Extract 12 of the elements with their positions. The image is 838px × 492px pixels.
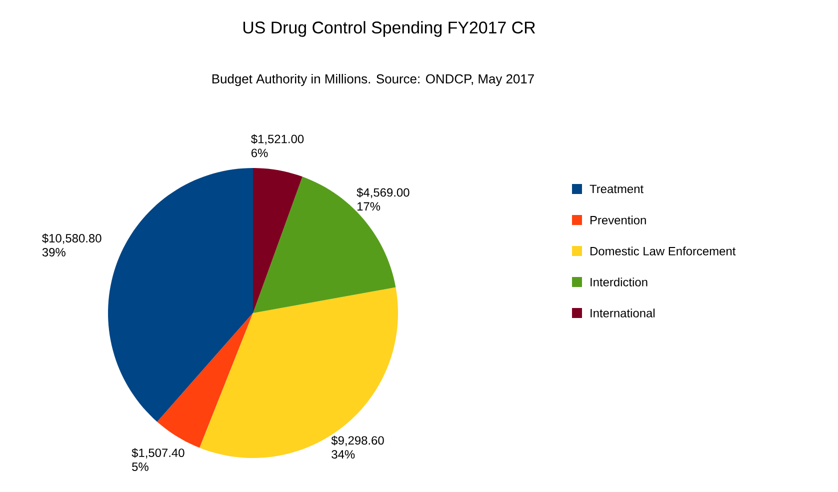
legend-label: Domestic Law Enforcement bbox=[590, 246, 736, 256]
data-label: $10,580.80 39% bbox=[42, 234, 102, 256]
chart-subtitle: Budget Authority in Millions. Source: ONDCP, May 2017 bbox=[212, 74, 534, 86]
legend-label: Interdiction bbox=[590, 278, 648, 286]
data-label: $1,521.00 6% bbox=[251, 134, 304, 158]
chart-title: US Drug Control Spending FY2017 CR bbox=[243, 21, 536, 37]
legend-label: Prevention bbox=[590, 216, 646, 224]
data-label: $1,507.40 5% bbox=[132, 448, 184, 471]
data-label: $9,298.60 34% bbox=[331, 436, 384, 459]
legend-label: Treatment bbox=[590, 184, 644, 194]
data-label: $4,569.00 17% bbox=[356, 188, 410, 211]
legend-label: International bbox=[590, 308, 655, 318]
